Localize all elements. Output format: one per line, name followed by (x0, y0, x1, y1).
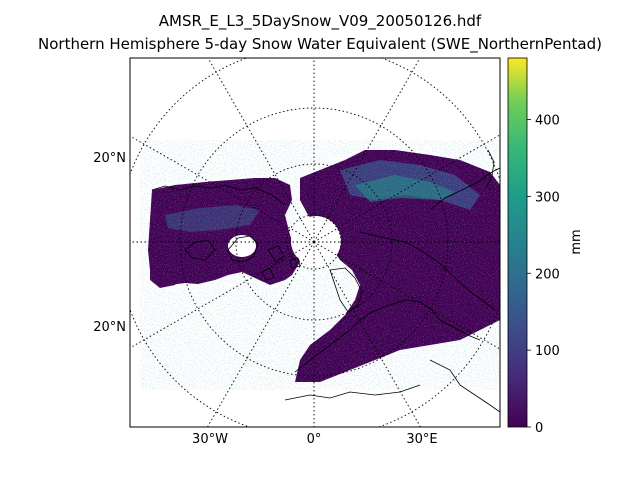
colorbar-label: mm (569, 229, 584, 254)
parallel-70n (235, 163, 393, 321)
coastline-greenland (227, 235, 259, 263)
parallel-80n (286, 214, 342, 270)
coastline-eurasia (294, 299, 481, 373)
lon-label-30e: 30°E (406, 432, 437, 447)
colorbar-tick-label: 400 (535, 114, 560, 129)
lat-label-upper: 20°N (93, 151, 126, 166)
coastline-hudson-bay (184, 239, 216, 261)
colorbar-tick-label: 300 (535, 190, 560, 205)
lon-label-0: 0° (307, 432, 322, 447)
coastline-scandinavia (329, 267, 363, 313)
graticule (130, 58, 500, 427)
coastline-arctic-islands (261, 245, 301, 281)
snow-water-equivalent-layer (140, 140, 500, 390)
map-frame (129, 57, 501, 428)
coastlines (151, 149, 500, 413)
parallel-60n (179, 107, 449, 377)
coastline-canada (151, 184, 286, 206)
title-description: Northern Hemisphere 5-day Snow Water Equ… (38, 35, 602, 53)
polar-hole (291, 216, 341, 266)
colorbar-gradient (507, 57, 528, 428)
title-filename: AMSR_E_L3_5DaySnow_V09_20050126.hdf (158, 12, 482, 30)
colorbar-ticks: 0 100 200 300 400 (527, 114, 560, 436)
lon-label-30w: 30°W (192, 432, 228, 447)
coastline-middle-east (429, 359, 500, 413)
colorbar-tick-label: 100 (535, 344, 560, 359)
colorbar-tick-label: 0 (535, 421, 543, 436)
map-area (130, 58, 500, 427)
colorbar-tick-label: 200 (535, 267, 560, 282)
lat-label-lower: 20°N (93, 320, 126, 335)
coastline-siberia (359, 231, 496, 311)
coastline-east-asia (429, 167, 500, 211)
coastline-japan (485, 149, 495, 189)
greenland-no-data (228, 235, 256, 257)
colorbar: 0 100 200 300 400 mm (507, 57, 584, 436)
